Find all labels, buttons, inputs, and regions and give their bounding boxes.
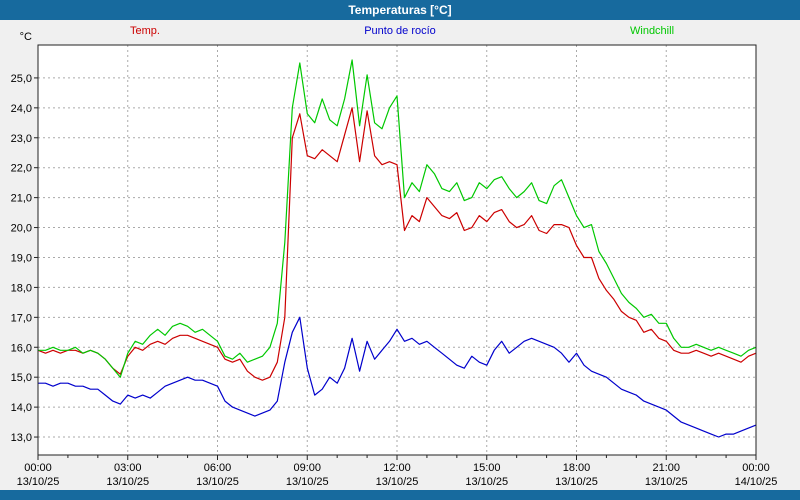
y-tick-label: 13,0 <box>11 432 32 444</box>
x-tick-time-label: 18:00 <box>563 462 591 474</box>
y-tick-label: 20,0 <box>11 223 32 235</box>
series-dew-point-line <box>38 316 757 438</box>
x-tick-date-label: 13/10/25 <box>196 476 239 488</box>
y-tick-label: 23,0 <box>11 133 32 145</box>
title-bar: Temperaturas [°C] <box>0 0 800 20</box>
y-axis-unit-label: °C <box>20 31 32 43</box>
series-windchill-line <box>38 59 757 378</box>
chart-region: Temp. Punto de rocío Windchill 25,0 24,0 2… <box>0 20 800 490</box>
legend-temp-label: Temp. <box>130 25 160 37</box>
y-tick-label: 18,0 <box>11 282 32 294</box>
bottom-bar <box>0 490 800 500</box>
x-tick-date-label: 13/10/25 <box>106 476 149 488</box>
y-tick-label: 21,0 <box>11 193 32 205</box>
x-tick-date-label: 13/10/25 <box>555 476 598 488</box>
y-tick-label: 25,0 <box>11 73 32 85</box>
x-tick-time-label: 21:00 <box>652 462 680 474</box>
x-tick-time-label: 12:00 <box>383 462 411 474</box>
legend-dewpoint-label: Punto de rocío <box>364 25 436 37</box>
y-tick-label: 22,0 <box>11 163 32 175</box>
y-tick-label: 19,0 <box>11 252 32 264</box>
x-tick-date-label: 13/10/25 <box>286 476 329 488</box>
x-tick-date-label: 13/10/25 <box>376 476 419 488</box>
y-tick-label: 15,0 <box>11 372 32 384</box>
x-tick-time-label: 03:00 <box>114 462 142 474</box>
x-tick-time-label: 09:00 <box>293 462 321 474</box>
x-tick-time-label: 00:00 <box>24 462 52 474</box>
x-tick-date-label: 13/10/25 <box>465 476 508 488</box>
x-tick-date-label: 13/10/25 <box>645 476 688 488</box>
y-tick-label: 17,0 <box>11 312 32 324</box>
plot-border <box>37 44 757 456</box>
chart-plot: 25,0 24,0 23,0 22,0 21,0 20,0 19,0 18,0 17,0 16,0… <box>11 31 778 488</box>
x-tick-time-label: 15:00 <box>473 462 501 474</box>
window-title: Temperaturas [°C] <box>348 3 452 17</box>
y-tick-label: 16,0 <box>11 342 32 354</box>
y-tick-label: 14,0 <box>11 402 32 414</box>
y-tick-label: 24,0 <box>11 103 32 115</box>
x-tick-date-label: 13/10/25 <box>17 476 60 488</box>
legend-windchill-label: Windchill <box>630 25 675 37</box>
legend: Temp. Punto de rocío Windchill <box>0 25 800 41</box>
x-tick-date-label: 14/10/25 <box>735 476 778 488</box>
series-temp-line <box>37 107 757 381</box>
x-tick-time-label: 00:00 <box>742 462 770 474</box>
x-tick-time-label: 06:00 <box>204 462 232 474</box>
